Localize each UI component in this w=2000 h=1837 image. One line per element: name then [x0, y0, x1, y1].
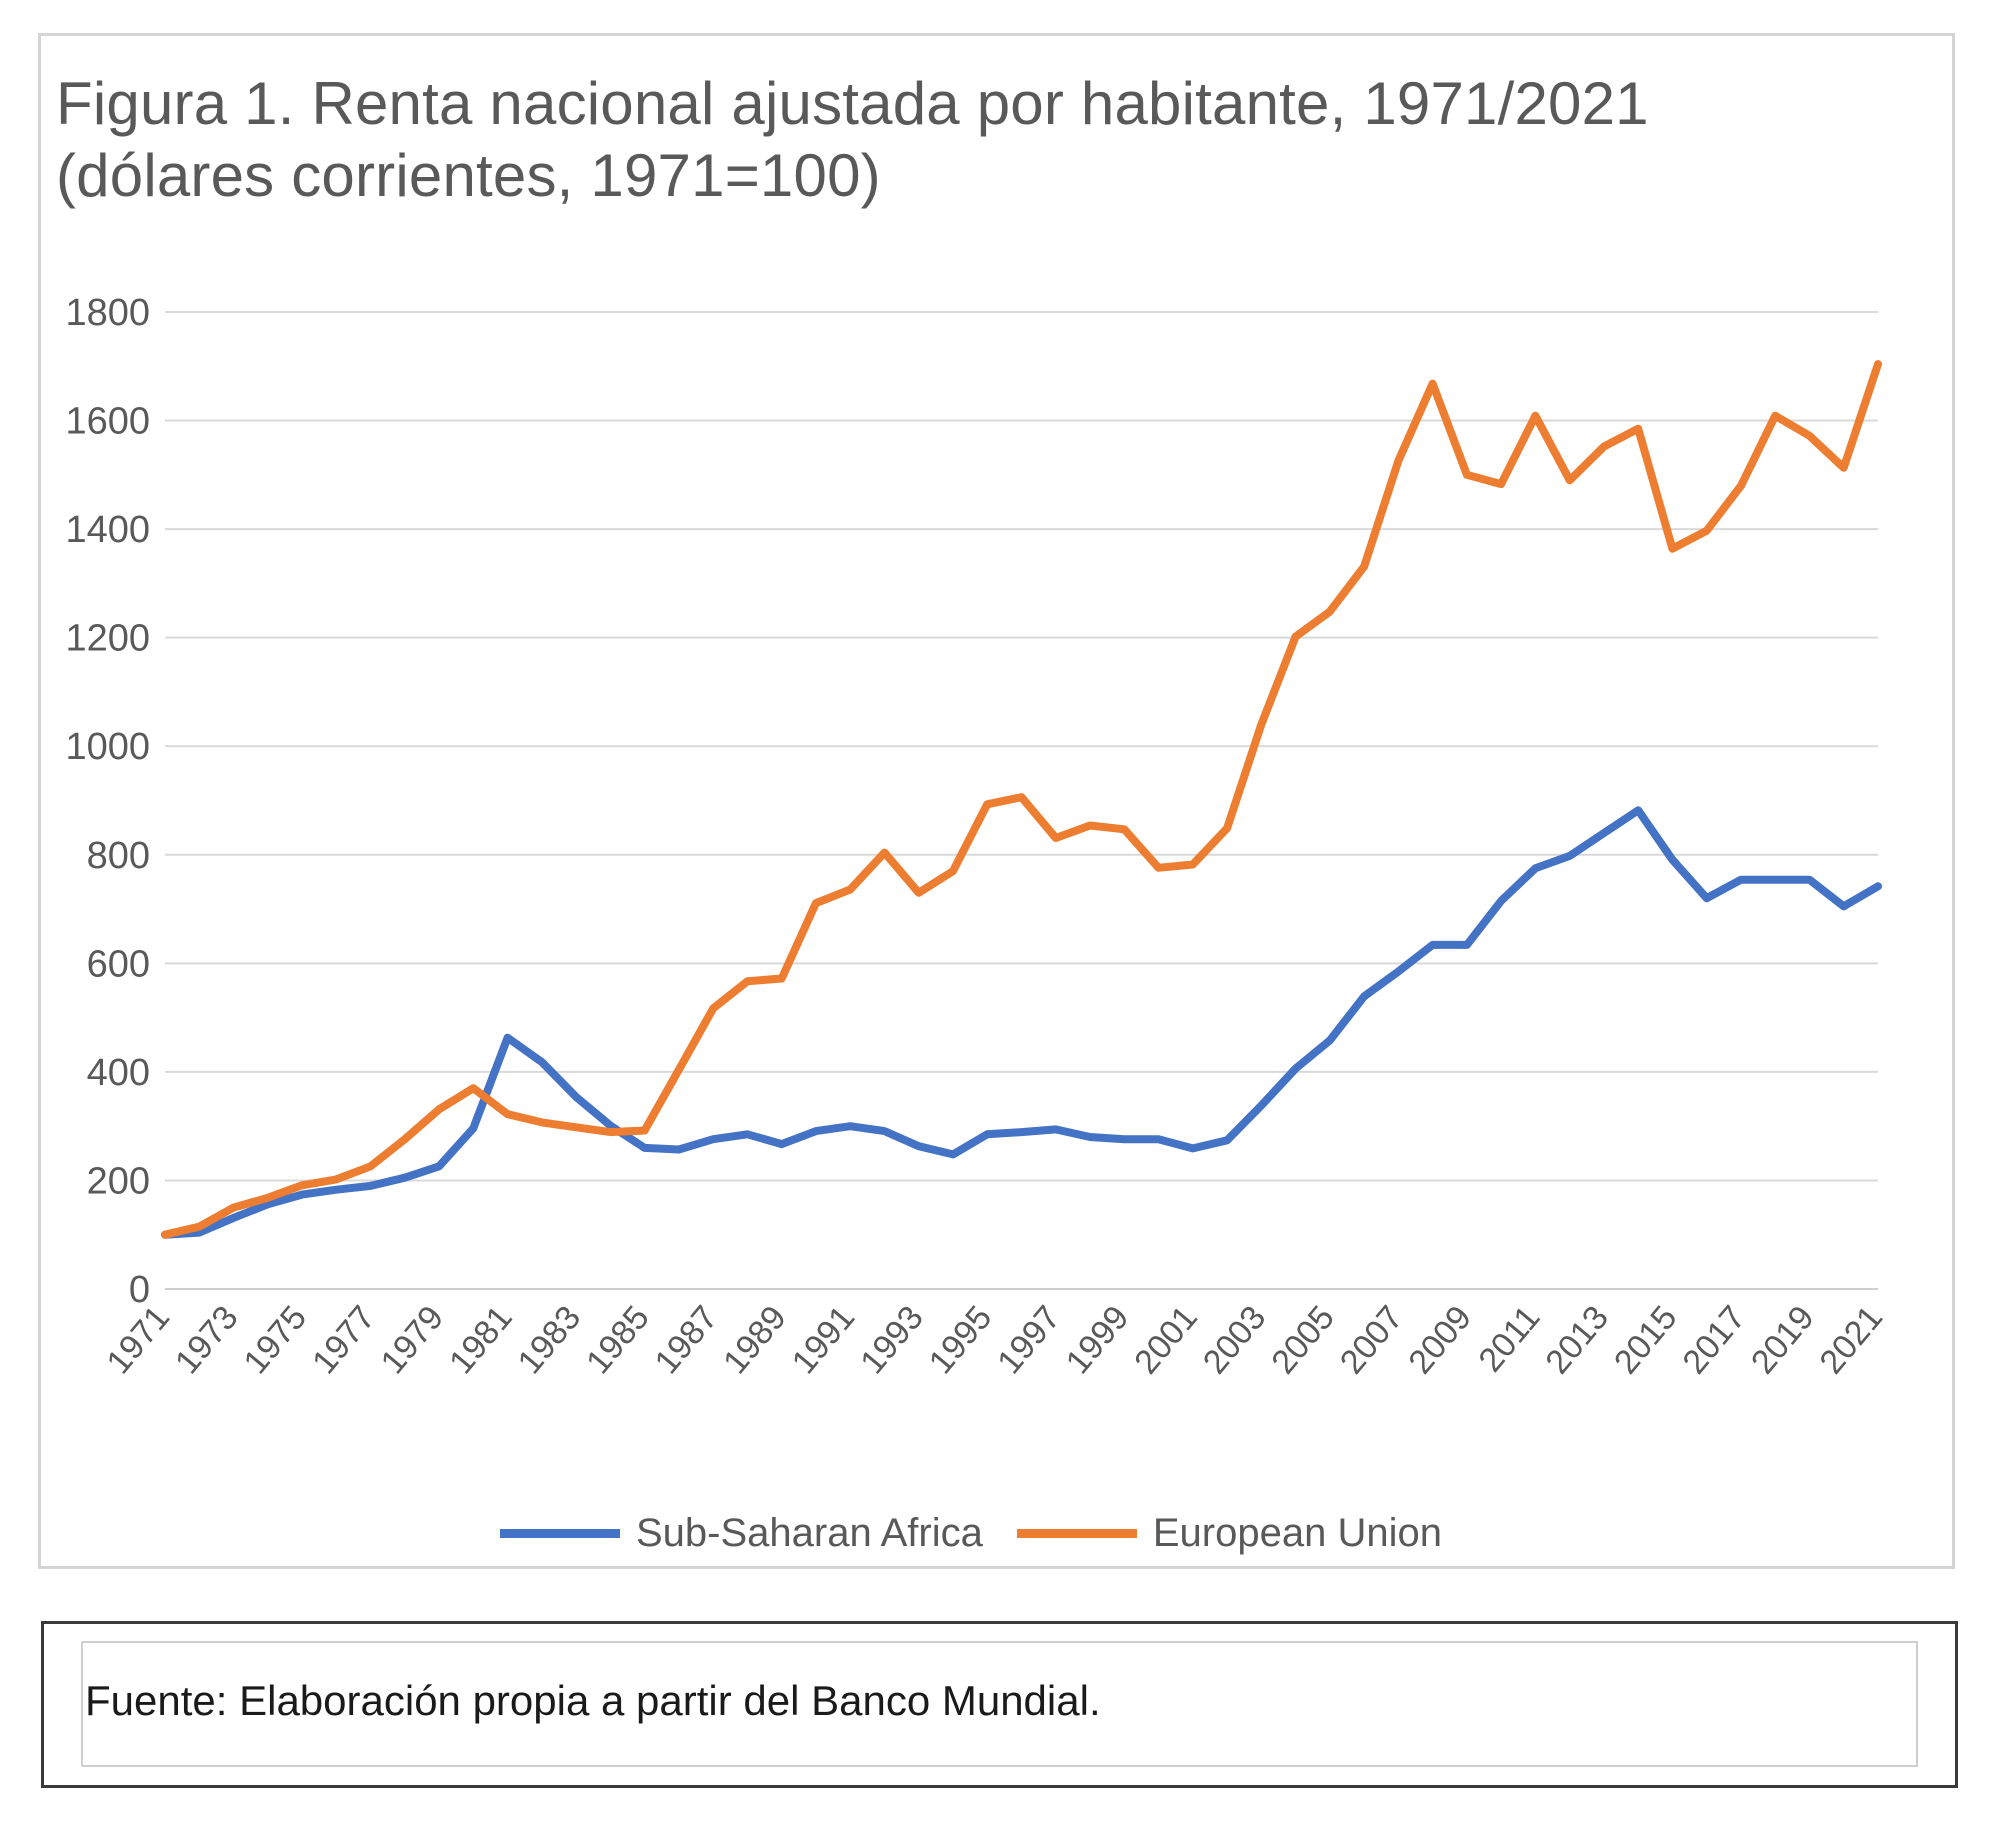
x-tick-label: 1999 [1059, 1299, 1137, 1381]
x-tick-label: 2005 [1264, 1299, 1342, 1381]
x-tick-label: 1981 [442, 1299, 520, 1381]
x-tick-label: 2015 [1607, 1299, 1685, 1381]
y-axis-labels: 0 200 400 600 800 1000 1200 1400 1600 1800 [65, 292, 150, 1311]
source-box: Fuente: Elaboración propia a partir del … [41, 1621, 1958, 1788]
x-tick-label: 1989 [716, 1299, 794, 1381]
y-tick-label: 400 [87, 1052, 150, 1094]
x-tick-label: 2003 [1196, 1299, 1274, 1381]
legend-label: Sub-Saharan Africa [636, 1510, 983, 1555]
legend-item-sub-saharan-africa: Sub-Saharan Africa [500, 1511, 983, 1556]
x-tick-label: 1995 [922, 1299, 1000, 1381]
legend-line-icon-orange [1016, 1528, 1137, 1538]
series-line-european-union [161, 360, 1882, 1239]
y-tick-label: 1600 [65, 401, 150, 443]
x-tick-label: 2017 [1675, 1299, 1753, 1381]
x-tick-label: 1973 [168, 1299, 246, 1381]
x-tick-label: 1971 [99, 1299, 177, 1381]
y-tick-label: 0 [129, 1269, 150, 1311]
x-tick-label: 2009 [1401, 1299, 1479, 1381]
x-tick-label: 2001 [1127, 1299, 1205, 1381]
chart-title: Figura 1. Renta nacional ajustada por ha… [56, 68, 1936, 212]
x-axis-labels: 1971197319751977197919811983198519871989… [99, 1299, 1890, 1381]
y-tick-label: 200 [87, 1160, 150, 1202]
x-tick-label: 1987 [648, 1299, 726, 1381]
x-tick-label: 2011 [1471, 1299, 1547, 1379]
x-tick-label: 1979 [373, 1299, 451, 1381]
chart-title-line-1: Figura 1. Renta nacional ajustada por ha… [56, 70, 1649, 137]
y-tick-label: 1000 [65, 726, 150, 768]
source-note: Fuente: Elaboración propia a partir del … [85, 1677, 1101, 1724]
y-tick-label: 800 [87, 835, 150, 877]
x-tick-label: 2013 [1538, 1299, 1616, 1381]
x-tick-label: 1985 [579, 1299, 657, 1381]
y-tick-label: 1800 [65, 292, 150, 334]
legend-line-icon-blue [500, 1528, 620, 1538]
data-series [161, 360, 1882, 1239]
source-inner-box: Fuente: Elaboración propia a partir del … [81, 1641, 1918, 1767]
chart-title-line-2: (dólares corrientes, 1971=100) [56, 142, 881, 209]
x-tick-label: 2021 [1812, 1299, 1890, 1381]
series-line-sub-saharan-africa [161, 806, 1882, 1239]
gridlines [165, 311, 1878, 1290]
legend-label: European Union [1152, 1510, 1442, 1555]
x-tick-label: 1991 [785, 1299, 863, 1381]
y-tick-label: 600 [87, 943, 150, 985]
x-tick-label: 1977 [305, 1299, 383, 1381]
legend-item-european-union: European Union [1016, 1510, 1442, 1556]
y-tick-label: 1400 [65, 509, 150, 551]
x-tick-label: 2019 [1744, 1299, 1822, 1381]
x-tick-label: 1993 [853, 1299, 931, 1381]
x-tick-label: 2007 [1333, 1299, 1411, 1381]
x-tick-label: 1983 [511, 1299, 589, 1381]
x-tick-label: 1997 [990, 1299, 1068, 1381]
y-tick-label: 1200 [65, 618, 150, 660]
legend: Sub-Saharan Africa European Union [500, 1503, 1476, 1563]
x-tick-label: 1975 [236, 1299, 314, 1381]
